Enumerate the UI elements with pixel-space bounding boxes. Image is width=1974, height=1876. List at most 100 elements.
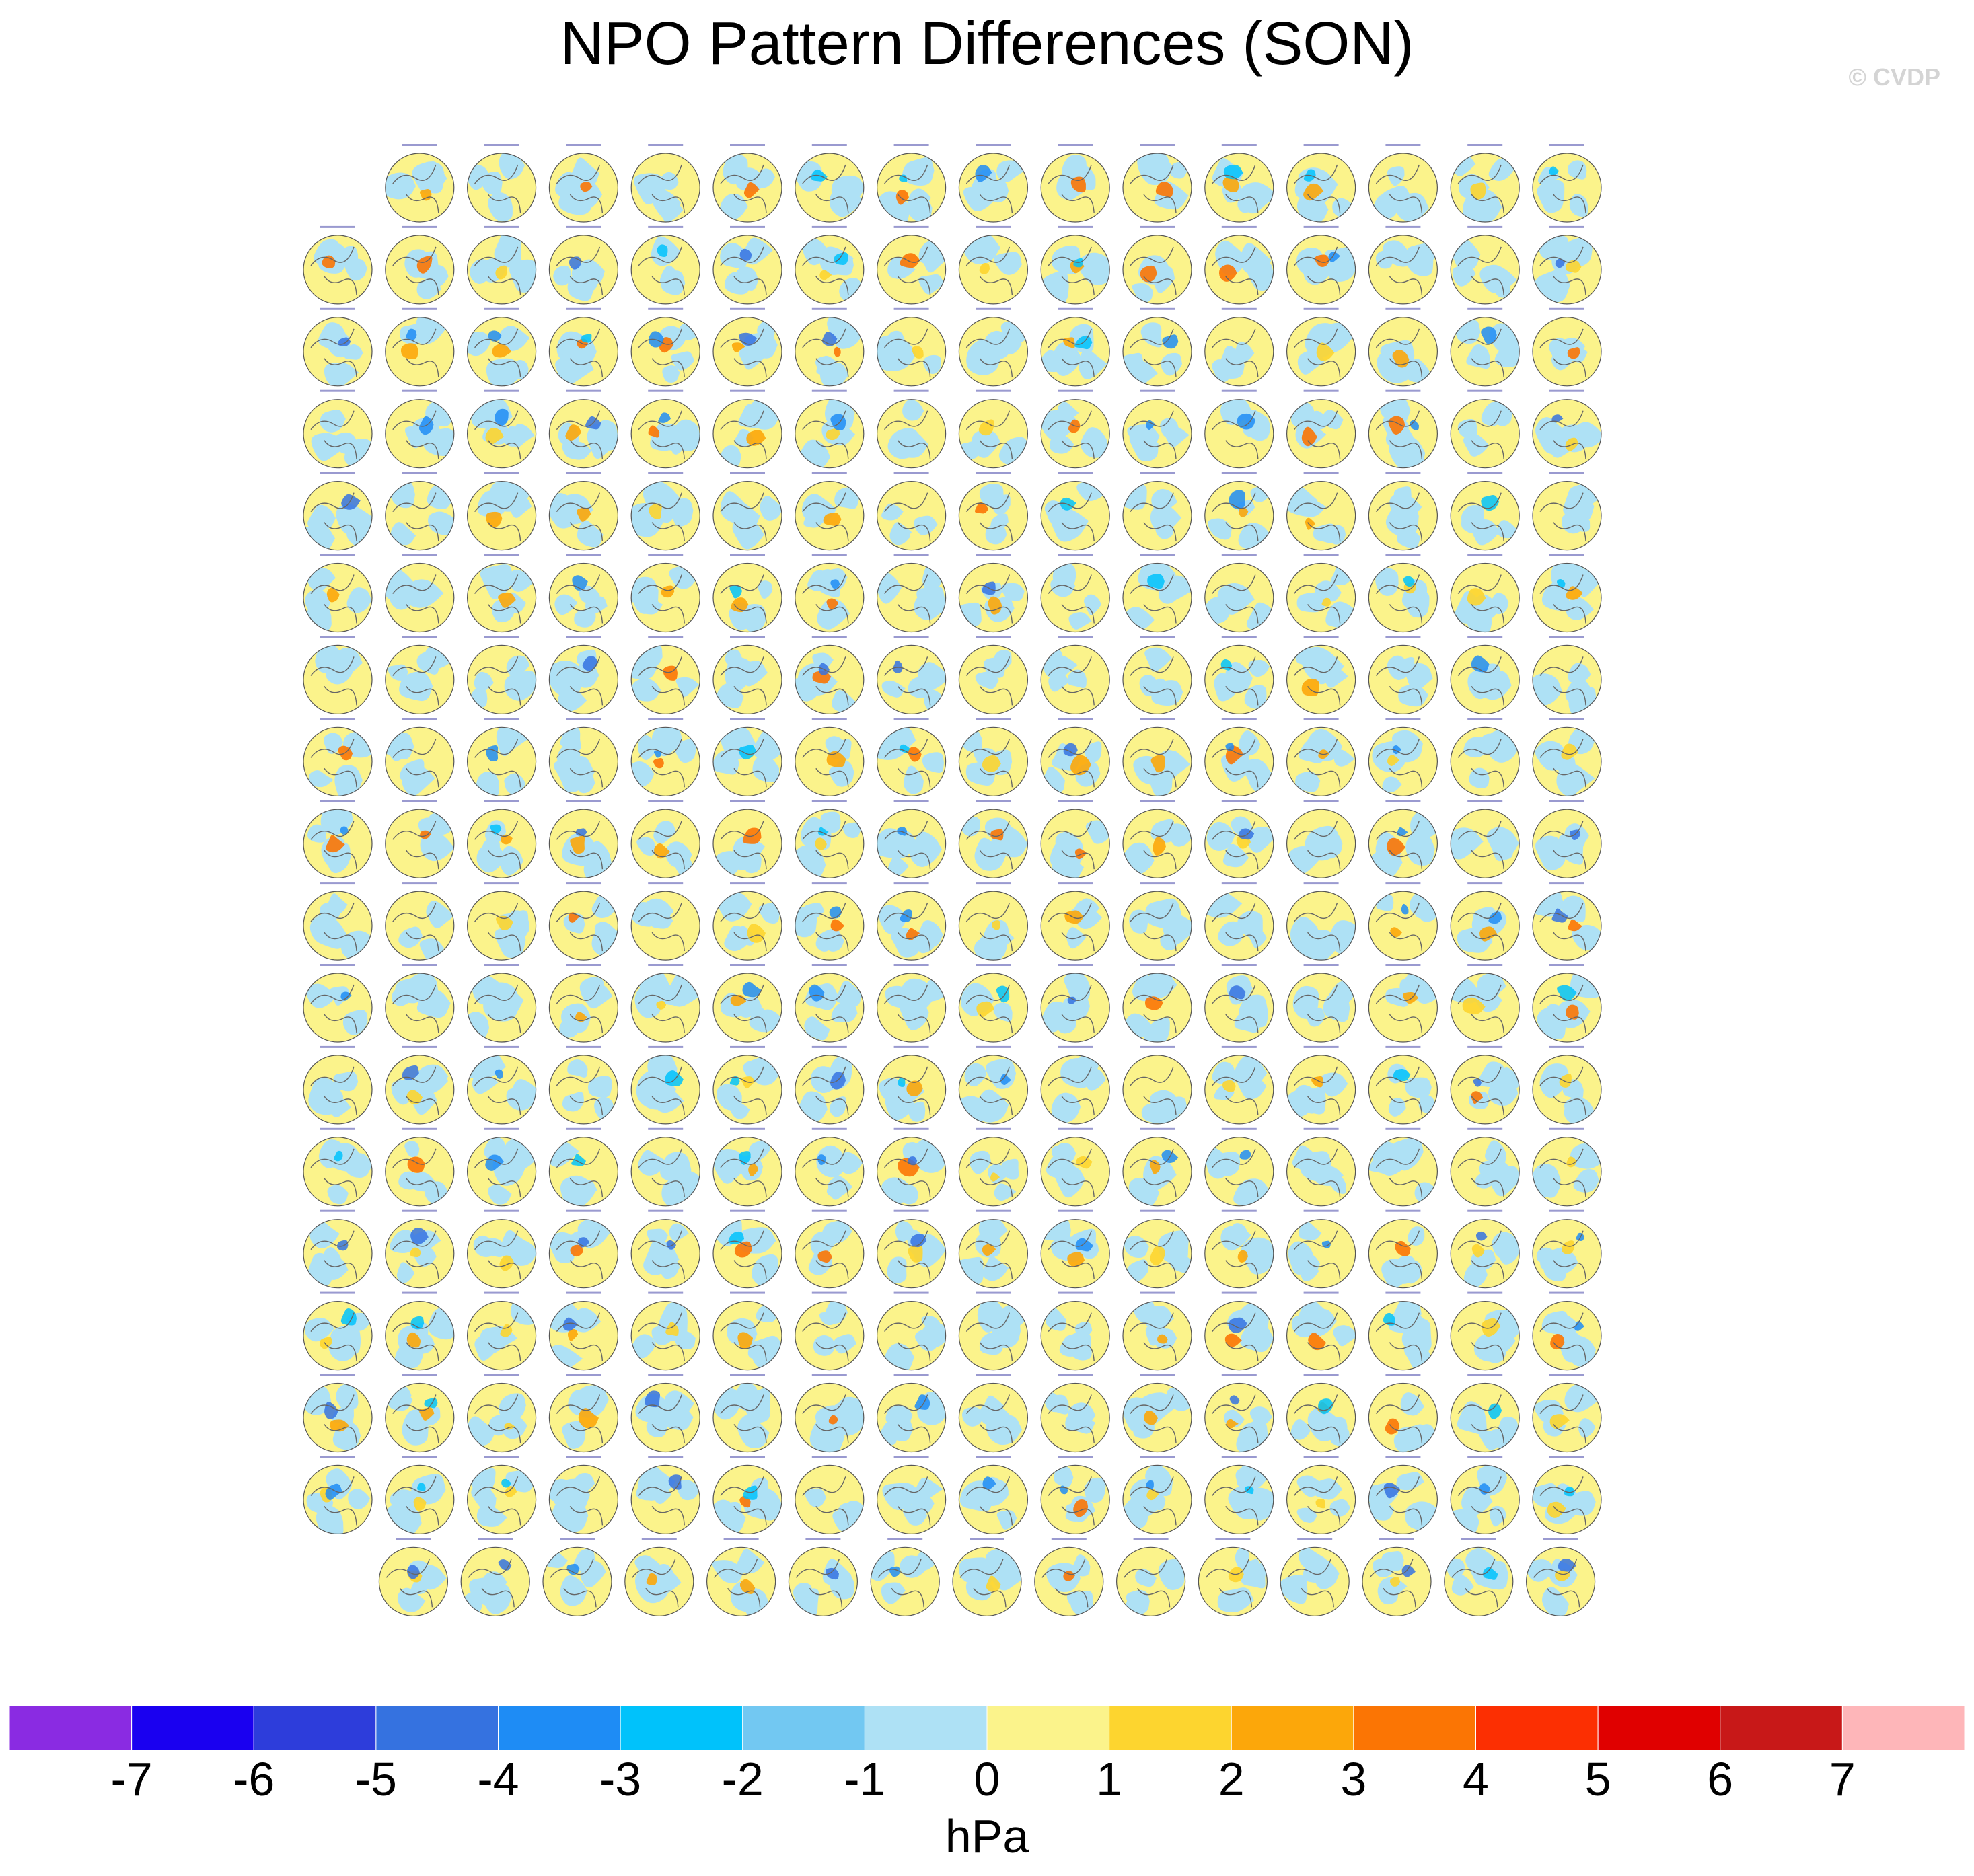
panel-caption [484, 964, 519, 966]
panel-caption [402, 1045, 437, 1048]
polar-map-panel [1532, 1291, 1602, 1371]
colorbar-box [1475, 1706, 1599, 1750]
polar-map-panel [1040, 800, 1110, 878]
panel-caption [730, 882, 765, 885]
panel-caption [1221, 1127, 1257, 1130]
panel-caption [1303, 389, 1339, 392]
panel-caption [1549, 389, 1584, 392]
polar-map-panel [795, 1127, 865, 1207]
panel-caption [730, 472, 765, 474]
colorbar-box [1841, 1706, 1965, 1750]
panel-caption [1140, 718, 1175, 720]
polar-map-panel [712, 472, 782, 551]
polar-map-panel [385, 636, 455, 715]
polar-map-panel [1040, 1456, 1110, 1534]
colorbar-box [1353, 1706, 1477, 1750]
polar-map-panel [958, 1209, 1029, 1289]
panel-caption [811, 1045, 847, 1048]
panel-caption [1221, 307, 1257, 310]
polar-map-panel [1122, 1374, 1192, 1453]
polar-map-panel [1368, 307, 1438, 387]
polar-map-panel [548, 307, 619, 387]
colorbar-tick-label: 0 [974, 1753, 1000, 1805]
polar-map-panel [466, 389, 537, 469]
panel-caption [1549, 1045, 1584, 1048]
polar-map-panel [712, 718, 782, 796]
panel-caption [1051, 1538, 1087, 1540]
panel-caption [1467, 1374, 1503, 1376]
panel-caption [1058, 389, 1093, 392]
polar-map-panel [303, 1291, 373, 1371]
polar-map-panel [466, 1456, 537, 1534]
polar-map-panel [795, 472, 865, 551]
polar-map-panel [1198, 1538, 1268, 1616]
polar-map-panel [1204, 718, 1274, 796]
panel-caption [402, 389, 437, 392]
panel-caption [811, 1291, 847, 1294]
panel-caption [1549, 718, 1584, 720]
polar-map-panel [630, 554, 700, 633]
polar-map-panel [1532, 144, 1602, 223]
panel-caption [1303, 1374, 1339, 1376]
panel-caption [730, 1127, 765, 1130]
panel-caption [1385, 1127, 1421, 1130]
polar-map-panel [876, 554, 947, 633]
colorbar-box [9, 1706, 133, 1750]
polar-map-panel [1286, 718, 1356, 796]
panel-caption [1058, 964, 1093, 966]
panel-caption [730, 718, 765, 720]
polar-map-panel [876, 1291, 947, 1371]
polar-map-panel [1122, 1456, 1192, 1534]
polar-map-panel [795, 1291, 865, 1371]
polar-map-panel [876, 1045, 947, 1125]
polar-map-panel [1450, 964, 1520, 1043]
polar-map-panel [1204, 307, 1274, 387]
polar-map-panel [303, 800, 373, 878]
polar-map-panel [466, 307, 537, 387]
panel-caption [402, 1374, 437, 1376]
panel-caption [811, 718, 847, 720]
polar-map-panel [1204, 800, 1274, 878]
panel-caption [1549, 472, 1584, 474]
panel-caption [1140, 389, 1175, 392]
panel-caption [566, 800, 601, 802]
panel-caption [566, 636, 601, 638]
polar-map-panel [548, 472, 619, 551]
polar-map-panel [1040, 389, 1110, 469]
panel-caption [1221, 225, 1257, 228]
colorbar-box [742, 1706, 865, 1750]
panel-caption [976, 472, 1011, 474]
polar-map-panel [548, 1374, 619, 1453]
polar-map-panel [630, 1209, 700, 1289]
polar-map-panel [624, 1538, 694, 1616]
panel-caption [1303, 964, 1339, 966]
panel-caption [402, 1456, 437, 1458]
polar-map-panel [876, 800, 947, 878]
panel-caption [566, 225, 601, 228]
panel-caption [566, 307, 601, 310]
colorbar-tick-label: 3 [1340, 1753, 1367, 1805]
polar-map-panel [1532, 1209, 1602, 1289]
colorbar-tick-label: 6 [1707, 1753, 1734, 1805]
panel-caption [1140, 964, 1175, 966]
polar-map-panel [303, 1127, 373, 1207]
colorbar-box [498, 1706, 621, 1750]
panel-caption [976, 554, 1011, 556]
polar-map-panel [1286, 964, 1356, 1043]
panel-caption [1303, 1045, 1339, 1048]
panel-caption [1467, 1209, 1503, 1212]
panel-caption [811, 1456, 847, 1458]
panel-caption [320, 1127, 355, 1130]
panel-caption [1385, 1209, 1421, 1212]
polar-map-panel [795, 307, 865, 387]
polar-map-panel [1040, 144, 1110, 223]
panel-caption [1058, 307, 1093, 310]
panel-caption [320, 1209, 355, 1212]
polar-map-panel [712, 554, 782, 633]
polar-map-panel [1204, 472, 1274, 551]
polar-map-panel [1532, 1127, 1602, 1207]
panel-caption [484, 718, 519, 720]
polar-map-panel [385, 800, 455, 878]
colorbar-tick-label: 1 [1096, 1753, 1123, 1805]
panel-caption [1058, 1374, 1093, 1376]
